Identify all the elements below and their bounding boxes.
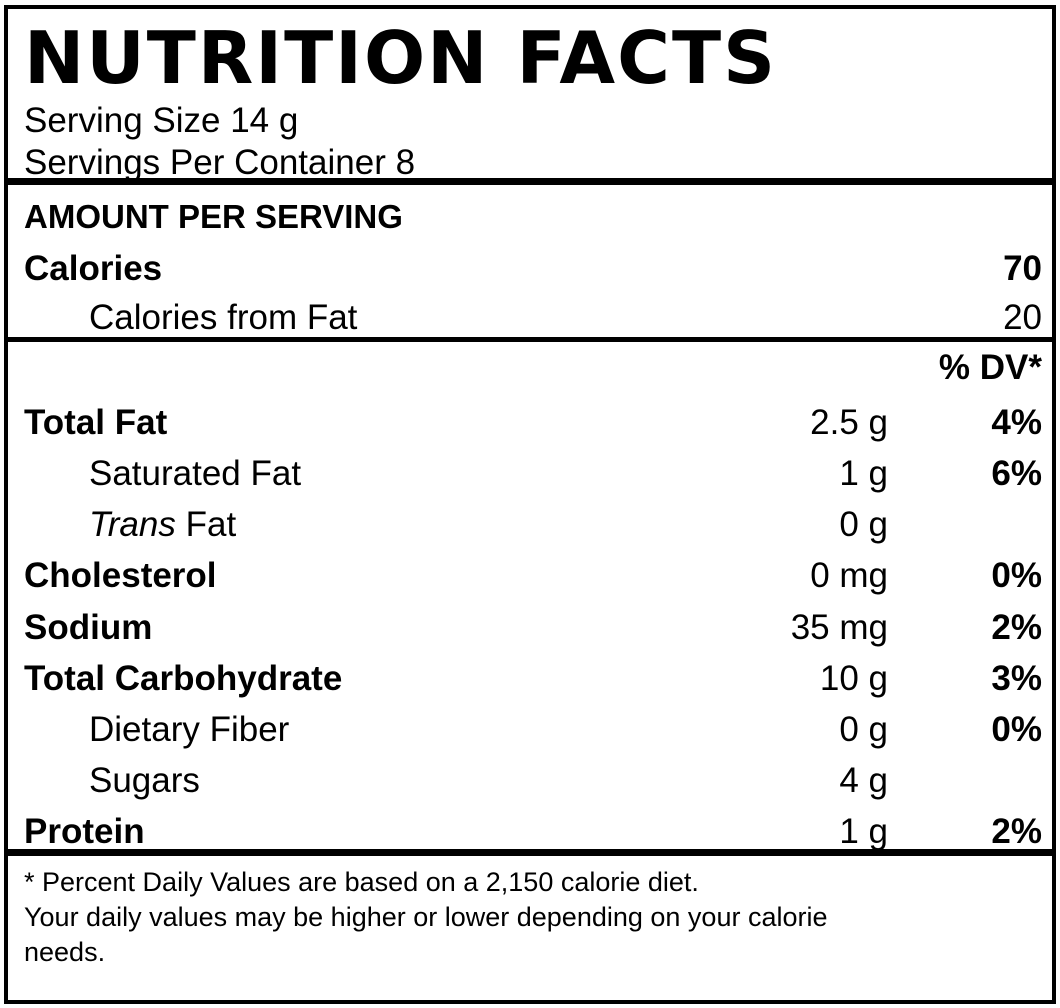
nutrient-row: Sodium 35 mg 2% bbox=[8, 604, 1052, 652]
trans-italic: Trans bbox=[89, 505, 176, 544]
nutrient-row: Sugars 4 g bbox=[8, 757, 1052, 805]
nutrient-amount: 35 mg bbox=[790, 608, 888, 647]
nutrient-dv: 2% bbox=[991, 608, 1042, 647]
amount-per-serving-row: AMOUNT PER SERVING bbox=[8, 193, 1052, 241]
nutrient-row: Saturated Fat 1 g 6% bbox=[8, 450, 1052, 498]
nutrient-row: Dietary Fiber 0 g 0% bbox=[8, 706, 1052, 754]
nutrient-row: Protein 1 g 2% bbox=[8, 808, 1052, 856]
nutrition-facts-label: NUTRITION FACTS Serving Size 14 g Servin… bbox=[4, 5, 1056, 1004]
servings-per-container: Servings Per Container 8 bbox=[24, 143, 416, 182]
calories-from-fat-value: 20 bbox=[1003, 298, 1042, 337]
nutrient-name: Total Carbohydrate bbox=[24, 659, 343, 698]
nutrient-name: Protein bbox=[24, 812, 145, 851]
nutrient-name: Cholesterol bbox=[24, 556, 217, 595]
footnote-line: * Percent Daily Values are based on a 2,… bbox=[24, 867, 699, 897]
amount-per-serving: AMOUNT PER SERVING bbox=[24, 198, 403, 235]
nutrient-dv: 2% bbox=[991, 812, 1042, 851]
nutrient-dv: 0% bbox=[991, 556, 1042, 595]
nutrient-dv: 3% bbox=[991, 659, 1042, 698]
calories-value: 70 bbox=[1003, 249, 1042, 288]
nutrient-amount: 0 mg bbox=[810, 556, 888, 595]
nutrient-amount: 2.5 g bbox=[810, 403, 888, 442]
calories-from-fat-label: Calories from Fat bbox=[89, 298, 358, 337]
nutrient-amount: 0 g bbox=[839, 710, 888, 749]
nutrient-name: Total Fat bbox=[24, 403, 168, 442]
nutrient-name-trans-fat: Trans Fat bbox=[89, 501, 236, 549]
footnote-line: Your daily values may be higher or lower… bbox=[24, 902, 828, 932]
nutrient-amount: 1 g bbox=[839, 812, 888, 851]
label-title: NUTRITION FACTS bbox=[24, 16, 777, 100]
nutrient-name: Sodium bbox=[24, 608, 153, 647]
nutrient-amount: 4 g bbox=[839, 761, 888, 800]
calories-row: Calories 70 bbox=[8, 245, 1052, 293]
trans-fat-suffix: Fat bbox=[175, 505, 237, 544]
footnote: * Percent Daily Values are based on a 2,… bbox=[24, 865, 1024, 970]
calories-label: Calories bbox=[24, 249, 163, 288]
nutrient-dv: 4% bbox=[991, 403, 1042, 442]
nutrient-name: Dietary Fiber bbox=[89, 710, 290, 749]
calories-from-fat-row: Calories from Fat 20 bbox=[8, 294, 1052, 342]
nutrient-row: Cholesterol 0 mg 0% bbox=[8, 552, 1052, 600]
nutrient-name: Saturated Fat bbox=[89, 454, 302, 493]
footnote-line: needs. bbox=[24, 937, 106, 967]
nutrient-amount: 0 g bbox=[839, 505, 888, 544]
divider-thick bbox=[8, 178, 1052, 185]
divider-thick bbox=[8, 849, 1052, 856]
dv-header: % DV* bbox=[938, 348, 1042, 387]
nutrient-dv: 0% bbox=[991, 710, 1042, 749]
dv-header-row: % DV* bbox=[8, 344, 1052, 392]
nutrient-dv: 6% bbox=[991, 454, 1042, 493]
nutrient-amount: 10 g bbox=[819, 659, 888, 698]
nutrient-row: Total Fat 2.5 g 4% bbox=[8, 399, 1052, 447]
serving-size: Serving Size 14 g bbox=[24, 101, 299, 140]
nutrient-row: Trans Fat 0 g bbox=[8, 501, 1052, 549]
nutrient-amount: 1 g bbox=[839, 454, 888, 493]
divider-medium bbox=[8, 337, 1052, 342]
nutrient-name: Sugars bbox=[89, 761, 200, 800]
nutrient-row: Total Carbohydrate 10 g 3% bbox=[8, 655, 1052, 703]
